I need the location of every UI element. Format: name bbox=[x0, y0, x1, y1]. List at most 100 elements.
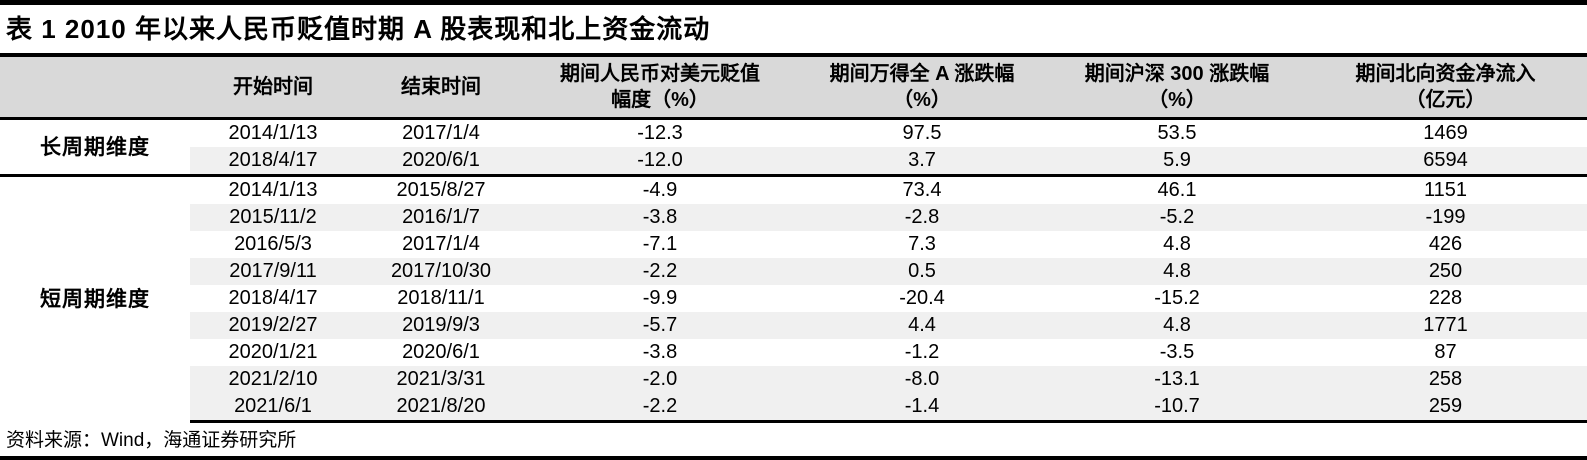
table-cell: 4.8 bbox=[1050, 312, 1304, 339]
table-cell: 2014/1/13 bbox=[190, 174, 356, 204]
bottom-rule bbox=[0, 456, 1587, 460]
table-cell: -2.0 bbox=[526, 366, 794, 393]
table-cell: 2021/8/20 bbox=[356, 393, 526, 423]
table-cell: 2019/9/3 bbox=[356, 312, 526, 339]
header-label-line1: 期间北向资金净流入 bbox=[1355, 63, 1536, 85]
table-cell: 2021/2/10 bbox=[190, 366, 356, 393]
table-cell: 1469 bbox=[1423, 122, 1468, 144]
table-cell: 2017/10/30 bbox=[356, 258, 526, 285]
header-cell-group bbox=[0, 53, 190, 120]
table-row: 短周期维度 2014/1/13 2015/8/27 -4.9 73.4 46.1 1151 bbox=[0, 174, 1587, 422]
header-cell-wind-all-a: 期间万得全 A 涨跌幅 （%） bbox=[794, 53, 1050, 120]
table-cell: -2.8 bbox=[794, 204, 1050, 231]
table-cell: 6594 bbox=[1304, 147, 1587, 176]
table-cell: 73.4 bbox=[794, 174, 1050, 204]
table-cell: -7.1 bbox=[642, 233, 678, 255]
top-rule bbox=[0, 0, 1587, 5]
table-cell: -10.7 bbox=[1050, 393, 1304, 423]
table-row: 长周期维度 2014/1/13 2017/1/4 -12.3 97.5 53.5 1469 bbox=[0, 118, 1587, 176]
table-cell: 2015/11/2 bbox=[190, 204, 356, 231]
table-cell: 2014/1/13 bbox=[228, 122, 318, 144]
table-cell: 4.4 bbox=[794, 312, 1050, 339]
table-cell: 259 bbox=[1304, 393, 1587, 423]
header-cell-rmb-depreciation: 期间人民币对美元贬值 幅度（%） bbox=[526, 53, 794, 120]
table-cell: -4.9 bbox=[526, 174, 794, 204]
table-body: 长周期维度 2014/1/13 2017/1/4 -12.3 97.5 53.5 1469 2… bbox=[0, 118, 1587, 423]
table-row: 2019/2/27 2019/9/3 -5.7 4.4 4.8 1771 bbox=[0, 312, 1587, 339]
header-cell-end-date: 结束时间 bbox=[356, 53, 526, 120]
table-cell: 2017/1/4 bbox=[402, 122, 480, 144]
table-cell: -2.2 bbox=[526, 258, 794, 285]
table-cell: -5.7 bbox=[526, 312, 794, 339]
table-cell: 2020/1/21 bbox=[228, 341, 318, 363]
table-cell: 2020/6/1 bbox=[402, 341, 480, 363]
table-cell: 1151 bbox=[1304, 174, 1587, 204]
table-cell: 2020/6/1 bbox=[356, 147, 526, 176]
table-cell: -3.8 bbox=[526, 204, 794, 231]
table-cell: -1.4 bbox=[794, 393, 1050, 423]
table-row: 2020/1/21 2020/6/1 -3.8 -1.2 -3.5 87 bbox=[0, 339, 1587, 366]
row-group-label: 短周期维度 bbox=[0, 174, 190, 422]
header-label: 结束时间 bbox=[401, 76, 481, 98]
table-cell: -3.8 bbox=[642, 341, 678, 363]
table-cell: 250 bbox=[1304, 258, 1587, 285]
header-label-line1: 期间万得全 A 涨跌幅 bbox=[829, 63, 1015, 85]
table-cell: 4.8 bbox=[1050, 258, 1304, 285]
table-row: 2015/11/2 2016/1/7 -3.8 -2.8 -5.2 -199 bbox=[0, 204, 1587, 231]
table-cell: 2018/4/17 bbox=[190, 147, 356, 176]
table-cell: -12.3 bbox=[637, 122, 683, 144]
table-cell: 2021/3/31 bbox=[356, 366, 526, 393]
table-row: 2018/4/17 2020/6/1 -12.0 3.7 5.9 6594 bbox=[0, 147, 1587, 176]
table-cell: 2021/6/1 bbox=[190, 393, 356, 423]
table-row: 2021/2/10 2021/3/31 -2.0 -8.0 -13.1 258 bbox=[0, 366, 1587, 393]
table-cell: 4.8 bbox=[1163, 233, 1191, 255]
table-cell: 2018/11/1 bbox=[397, 287, 485, 309]
table-cell: -15.2 bbox=[1154, 287, 1200, 309]
header-label-line2: （%） bbox=[893, 89, 951, 111]
table-cell: 228 bbox=[1428, 287, 1463, 309]
table-cell: 2016/5/3 bbox=[234, 233, 312, 255]
table-cell: 258 bbox=[1304, 366, 1587, 393]
header-label-line2: （%） bbox=[1148, 89, 1206, 111]
rmb-depreciation-table: 开始时间 结束时间 期间人民币对美元贬值 幅度（%） 期间万得全 A 涨跌幅 （… bbox=[0, 53, 1587, 423]
table-cell: -8.0 bbox=[794, 366, 1050, 393]
table-cell: -5.2 bbox=[1050, 204, 1304, 231]
table-cell: -13.1 bbox=[1050, 366, 1304, 393]
table-row: 2018/4/17 2018/11/1 -9.9 -20.4 -15.2 228 bbox=[0, 285, 1587, 312]
table-cell: 2017/1/4 bbox=[402, 233, 480, 255]
row-group-label: 长周期维度 bbox=[0, 118, 190, 176]
table-cell: -199 bbox=[1304, 204, 1587, 231]
table-cell: 2019/2/27 bbox=[190, 312, 356, 339]
table-cell: -2.2 bbox=[526, 393, 794, 423]
header-cell-csi300: 期间沪深 300 涨跌幅 （%） bbox=[1050, 53, 1304, 120]
header-label-line2: （亿元） bbox=[1405, 89, 1486, 111]
table-cell: 53.5 bbox=[1157, 122, 1197, 144]
table-cell: 87 bbox=[1434, 341, 1457, 363]
table-cell: -20.4 bbox=[899, 287, 945, 309]
header-cell-start-date: 开始时间 bbox=[190, 53, 356, 120]
table-cell: 97.5 bbox=[902, 122, 942, 144]
header-label-line1: 期间人民币对美元贬值 bbox=[560, 63, 760, 85]
source-note: 资料来源：Wind，海通证券研究所 bbox=[6, 430, 297, 451]
table-cell: 2018/4/17 bbox=[228, 287, 318, 309]
header-label-line2: 幅度（%） bbox=[611, 89, 709, 111]
header-label: 开始时间 bbox=[233, 76, 313, 98]
header-row: 开始时间 结束时间 期间人民币对美元贬值 幅度（%） 期间万得全 A 涨跌幅 （… bbox=[0, 53, 1587, 120]
table-cell: -1.2 bbox=[904, 341, 940, 363]
table-cell: -3.5 bbox=[1159, 341, 1195, 363]
table-cell: 46.1 bbox=[1050, 174, 1304, 204]
table-cell: 5.9 bbox=[1050, 147, 1304, 176]
table-cell: 7.3 bbox=[908, 233, 936, 255]
header-cell-northbound-inflow: 期间北向资金净流入 （亿元） bbox=[1304, 53, 1587, 120]
table-cell: 1771 bbox=[1304, 312, 1587, 339]
table-cell: 2015/8/27 bbox=[356, 174, 526, 204]
table-cell: 0.5 bbox=[794, 258, 1050, 285]
table-cell: -12.0 bbox=[526, 147, 794, 176]
table-cell: 426 bbox=[1428, 233, 1463, 255]
table-cell: 2016/1/7 bbox=[356, 204, 526, 231]
table-title: 表 1 2010 年以来人民币贬值时期 A 股表现和北上资金流动 bbox=[6, 14, 711, 44]
header-label-line1: 期间沪深 300 涨跌幅 bbox=[1084, 63, 1270, 85]
table-cell: 3.7 bbox=[794, 147, 1050, 176]
table-cell: -9.9 bbox=[642, 287, 678, 309]
